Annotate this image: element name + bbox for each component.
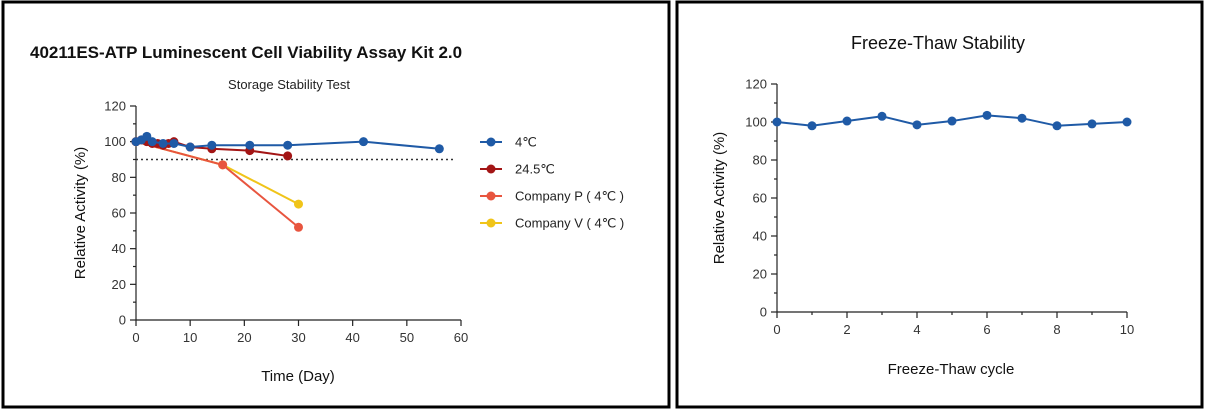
legend-label: Company V ( 4℃ ) <box>515 216 624 231</box>
x-tick-label: 10 <box>1120 322 1134 337</box>
x-tick-label: 2 <box>843 322 850 337</box>
y-tick-label: 100 <box>104 134 126 149</box>
legend-swatch-marker <box>486 191 496 201</box>
storage-axes: 0 20 40 60 80 100 120 0 10 20 30 40 50 60 <box>104 99 468 346</box>
data-point <box>1017 113 1027 123</box>
data-point <box>245 140 255 150</box>
y-tick-label: 0 <box>760 305 767 320</box>
data-point <box>359 137 368 147</box>
storage-series-group <box>131 131 444 232</box>
y-tick-label: 20 <box>112 277 126 292</box>
x-tick-label: 6 <box>983 322 990 337</box>
data-point <box>772 117 782 127</box>
storage-stability-panel: 40211ES-ATP Luminescent Cell Viability A… <box>1 0 671 409</box>
x-tick-label: 50 <box>400 330 414 345</box>
legend-item: 4℃ <box>480 135 537 150</box>
legend-item: Company V ( 4℃ ) <box>480 216 624 231</box>
series-0 <box>131 131 444 154</box>
data-point <box>185 142 195 152</box>
x-tick-label: 40 <box>345 330 359 345</box>
x-tick-label: 30 <box>291 330 305 345</box>
x-axis-title-freeze-thaw: Freeze-Thaw cycle <box>888 361 1015 378</box>
y-tick-label: 80 <box>753 153 767 168</box>
data-point <box>1052 121 1062 131</box>
data-point <box>294 199 303 209</box>
y-tick-label: 120 <box>104 99 126 114</box>
x-tick-label: 4 <box>913 322 920 337</box>
y-tick-label: 0 <box>119 313 126 328</box>
legend-item: 24.5℃ <box>480 162 555 177</box>
y-tick-label: 40 <box>753 229 767 244</box>
panel-border-left <box>1 0 671 409</box>
x-tick-label: 0 <box>773 322 780 337</box>
data-point <box>158 138 168 148</box>
data-point <box>1087 119 1097 129</box>
y-tick-label: 100 <box>745 115 767 130</box>
chart-subtitle: Storage Stability Test <box>228 77 350 92</box>
y-tick-label: 60 <box>753 191 767 206</box>
legend-label: 24.5℃ <box>515 162 555 177</box>
x-tick-label: 10 <box>183 330 197 345</box>
y-axis-title: Relative Activity (%) <box>72 147 89 280</box>
data-point <box>218 160 228 170</box>
freeze-thaw-panel: Freeze-Thaw Stability 0 20 40 60 80 100 120 0 2 4… <box>675 0 1204 409</box>
freeze-thaw-axes: 0 20 40 60 80 100 120 0 2 4 6 8 10 <box>745 77 1134 338</box>
x-axis-title: Time (Day) <box>261 368 335 385</box>
y-tick-label: 80 <box>112 170 126 185</box>
x-tick-label: 20 <box>237 330 251 345</box>
series-line <box>135 140 299 205</box>
data-point <box>947 116 957 126</box>
data-point <box>877 111 887 121</box>
panel-border-right <box>675 0 1204 409</box>
legend-label: Company P ( 4℃ ) <box>515 189 624 204</box>
legend-item: Company P ( 4℃ ) <box>480 189 624 204</box>
x-tick-label: 60 <box>454 330 468 345</box>
legend-swatch-marker <box>486 137 496 147</box>
legend: 4℃ 24.5℃ Company P ( 4℃ ) Company V ( 4℃ ) <box>480 135 624 231</box>
data-point <box>434 144 444 154</box>
series-2 <box>131 137 303 232</box>
legend-label: 4℃ <box>515 135 537 150</box>
data-point <box>283 151 293 161</box>
data-point <box>147 137 157 147</box>
data-point <box>807 121 817 131</box>
y-tick-label: 120 <box>745 77 767 92</box>
y-axis-title-freeze-thaw: Relative Activity (%) <box>711 132 728 265</box>
freeze-thaw-series-group <box>772 110 1132 131</box>
y-tick-label: 20 <box>753 267 767 282</box>
y-tick-label: 60 <box>112 206 126 221</box>
data-point <box>169 138 179 148</box>
x-tick-label: 8 <box>1053 322 1060 337</box>
data-point <box>207 140 217 150</box>
series-0 <box>772 110 1132 131</box>
chart-title: 40211ES-ATP Luminescent Cell Viability A… <box>30 43 462 62</box>
data-point <box>912 120 922 130</box>
legend-swatch-marker <box>486 164 496 174</box>
data-point <box>1122 117 1132 127</box>
y-tick-label: 40 <box>112 241 126 256</box>
legend-swatch-marker <box>486 218 496 228</box>
data-point <box>842 116 852 126</box>
x-tick-label: 0 <box>132 330 139 345</box>
data-point <box>294 222 303 232</box>
data-point <box>283 140 293 150</box>
chart-title-freeze-thaw: Freeze-Thaw Stability <box>851 33 1025 53</box>
data-point <box>982 110 992 120</box>
